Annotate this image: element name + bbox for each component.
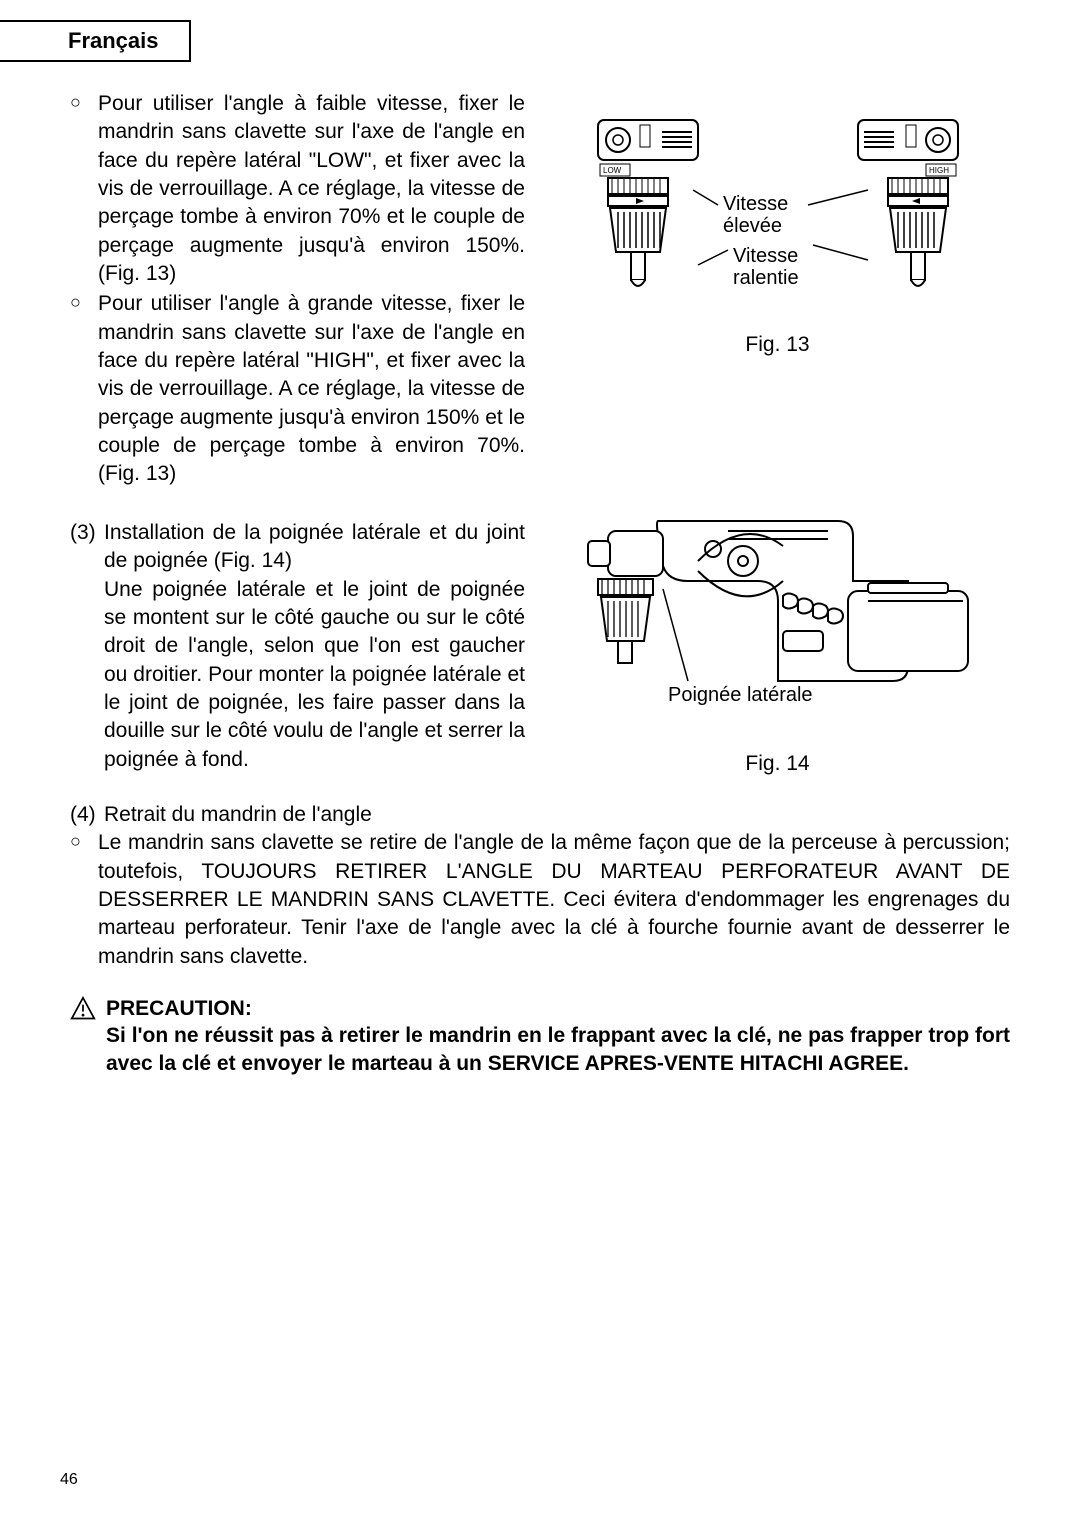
warning-icon: [70, 996, 96, 1022]
item4-block: (4) Retrait du mandrin de l'angle ○ Le m…: [70, 801, 1010, 971]
fig13-caption: Fig. 13: [568, 333, 988, 357]
item3-text: Installation de la poignée latérale et d…: [104, 519, 525, 774]
bullet-item: ○ Pour utiliser l'angle à grande vitesse…: [70, 290, 525, 488]
precaution-block: PRECAUTION: Si l'on ne réussit pas à ret…: [70, 996, 1010, 1079]
fig13-label-low-1: Vitesse: [733, 245, 798, 267]
fig13-low-tag: LOW: [603, 166, 622, 175]
precaution-title: PRECAUTION:: [106, 997, 252, 1021]
precaution-head: PRECAUTION:: [70, 996, 1010, 1022]
item4-bullet: Le mandrin sans clavette se retire de l'…: [98, 829, 1010, 971]
language-tab: Français: [0, 20, 191, 62]
precaution-body: Si l'on ne réussit pas à retirer le mand…: [106, 1022, 1010, 1079]
numbered-item: (4) Retrait du mandrin de l'angle: [70, 801, 1010, 829]
fig14-column: Poignée latérale Fig. 14: [525, 501, 1010, 776]
bullet-item: ○ Le mandrin sans clavette se retire de …: [70, 829, 1010, 971]
item4-title: Retrait du mandrin de l'angle: [104, 801, 1010, 829]
fig13-label-high-2: élevée: [723, 215, 782, 237]
fig14-diagram: Poignée latérale Fig. 14: [568, 501, 988, 776]
item3-column: (3) Installation de la poignée latérale …: [70, 501, 525, 774]
row-bullets-fig13: ○ Pour utiliser l'angle à faible vitesse…: [70, 90, 1010, 491]
bullet-text: Pour utiliser l'angle à faible vitesse, …: [98, 90, 525, 288]
numbered-item: (3) Installation de la poignée latérale …: [70, 519, 525, 774]
fig14-caption: Fig. 14: [568, 752, 988, 776]
content: ○ Pour utiliser l'angle à faible vitesse…: [70, 90, 1010, 1079]
fig13-diagram: LOW: [568, 110, 988, 357]
bullet-item: ○ Pour utiliser l'angle à faible vitesse…: [70, 90, 525, 288]
fig13-high-tag: HIGH: [929, 166, 949, 175]
fig13-label-high-1: Vitesse: [723, 193, 788, 215]
fig13-label-low-2: ralentie: [733, 267, 799, 289]
bullet-column: ○ Pour utiliser l'angle à faible vitesse…: [70, 90, 525, 491]
item3-body: Une poignée latérale et le joint de poig…: [104, 578, 525, 771]
row-item3-fig14: (3) Installation de la poignée latérale …: [70, 501, 1010, 776]
fig14-label: Poignée latérale: [668, 684, 813, 706]
item4-number: (4): [70, 801, 104, 829]
bullet-mark: ○: [70, 829, 98, 971]
item3-number: (3): [70, 519, 104, 774]
bullet-mark: ○: [70, 290, 98, 488]
page-number: 46: [60, 1471, 78, 1489]
item3-title: Installation de la poignée latérale et d…: [104, 521, 525, 572]
fig13-column: LOW: [525, 90, 1010, 357]
bullet-text: Pour utiliser l'angle à grande vitesse, …: [98, 290, 525, 488]
bullet-mark: ○: [70, 90, 98, 288]
page: Français ○ Pour utiliser l'angle à faibl…: [0, 0, 1080, 1529]
